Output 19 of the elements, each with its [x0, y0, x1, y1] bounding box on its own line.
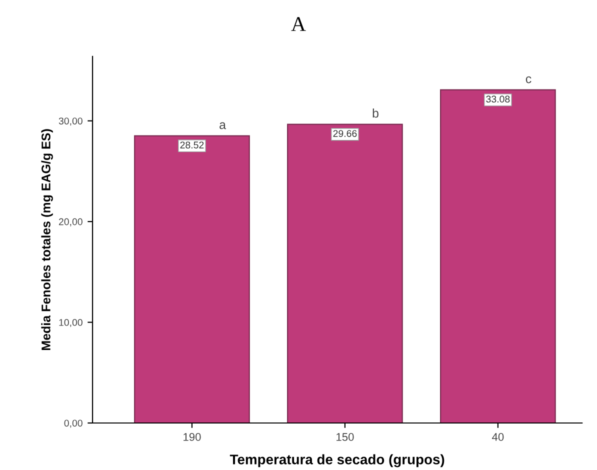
x-tick-label: 190: [184, 433, 201, 441]
annotation: c: [526, 76, 532, 84]
bar: [134, 135, 250, 423]
y-tick-label: 20,00: [58, 218, 82, 226]
bar: [287, 124, 403, 423]
data-label: 29.66: [333, 130, 357, 137]
annotation: a: [220, 122, 226, 130]
data-label: 33.08: [486, 96, 510, 103]
x-tick-label: 40: [492, 433, 504, 441]
chart-title: A: [291, 17, 306, 31]
y-tick-label: 0,00: [64, 420, 82, 428]
y-axis-title: Media Fenoles totales (mg EAG/g ES): [41, 129, 53, 350]
annotation: b: [372, 108, 378, 118]
x-tick-label: 150: [336, 433, 354, 441]
x-axis-title: Temperatura de secado (grupos): [230, 454, 444, 468]
y-tick-label: 30,00: [58, 118, 82, 126]
bar: [440, 89, 556, 423]
y-tick-label: 10,00: [59, 319, 82, 328]
data-label: 28.52: [180, 142, 204, 148]
